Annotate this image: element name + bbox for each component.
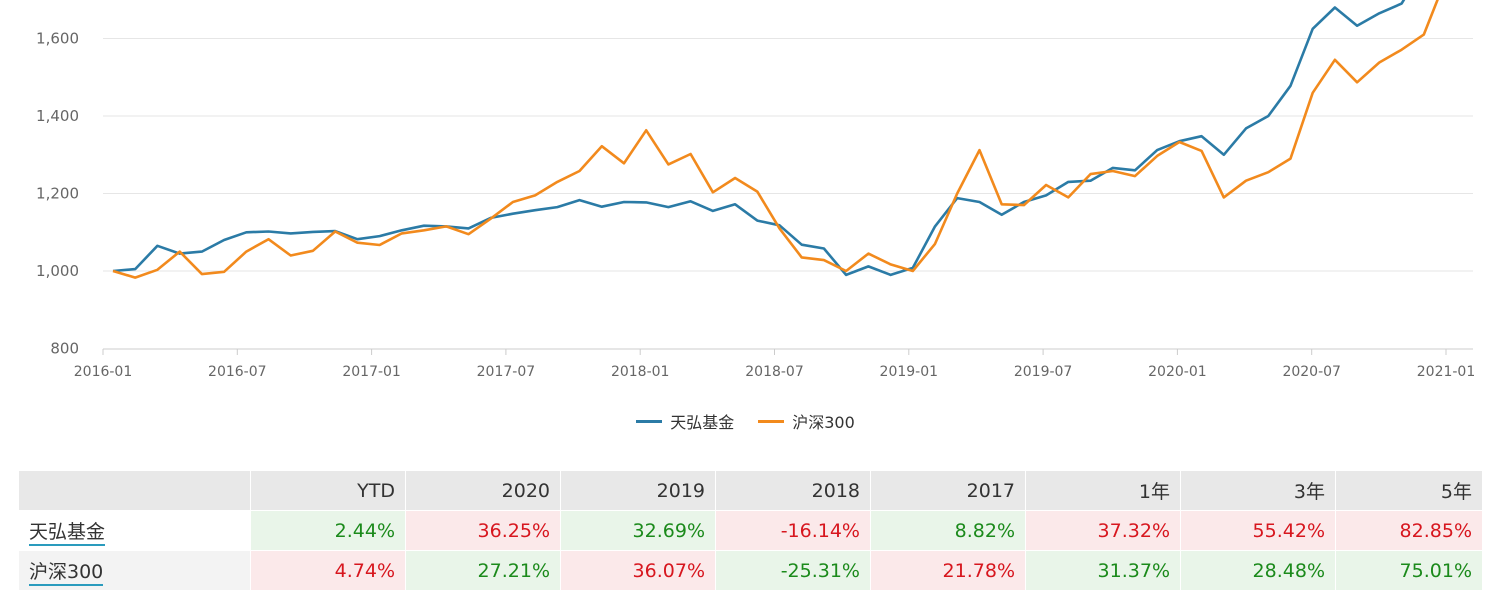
- value-cell: 27.21%: [405, 550, 561, 591]
- series-lines: [112, 0, 1439, 279]
- table-row: 天弘基金 2.44% 36.25% 32.69% -16.14% 8.82% 3…: [18, 510, 1483, 551]
- y-tick-label: 1,000: [36, 262, 79, 280]
- header-cell-2020: 2020: [405, 470, 561, 511]
- legend-swatch-hs300: [758, 419, 785, 423]
- legend-swatch-tianhong: [636, 419, 663, 423]
- grid-lines: [103, 38, 1473, 272]
- header-cell-ytd: YTD: [250, 470, 406, 511]
- series-line-0: [112, 0, 1406, 277]
- header-cell-1y: 1年: [1025, 470, 1181, 511]
- value-cell: -16.14%: [715, 510, 871, 551]
- value-cell: 31.37%: [1025, 550, 1181, 591]
- x-tick-label: 2018-07: [745, 364, 804, 380]
- value-cell: 82.85%: [1335, 510, 1483, 551]
- legend-label-tianhong: 天弘基金: [670, 413, 735, 432]
- row-name-link[interactable]: 沪深300: [29, 561, 104, 586]
- legend-label-hs300: 沪深300: [792, 413, 855, 432]
- value-cell: 4.74%: [250, 550, 406, 591]
- value-cell: -25.31%: [715, 550, 871, 591]
- header-cell-2018: 2018: [715, 470, 871, 511]
- x-tick-label: 2016-07: [208, 364, 267, 380]
- row-name-link[interactable]: 天弘基金: [29, 521, 106, 546]
- y-tick-label: 1,600: [36, 30, 79, 48]
- legend-item-hs300[interactable]: 沪深300: [758, 409, 855, 433]
- x-axis-ticks: 2016-01 2016-07 2017-01 2017-07 2018-01 2018-…: [74, 349, 1476, 380]
- value-cell: 32.69%: [560, 510, 716, 551]
- x-tick-label: 2019-07: [1014, 364, 1073, 380]
- x-tick-label: 2017-01: [342, 364, 401, 380]
- y-tick-label: 1,200: [36, 185, 79, 203]
- y-tick-label: 1,400: [36, 107, 79, 125]
- value-cell: 2.44%: [250, 510, 406, 551]
- x-tick-label: 2021-01: [1417, 364, 1476, 380]
- x-tick-label: 2017-07: [477, 364, 536, 380]
- value-cell: 36.07%: [560, 550, 716, 591]
- table-header-row: YTD 2020 2019 2018 2017 1年 3年 5年: [18, 470, 1483, 511]
- series-line-1: [112, 0, 1439, 279]
- row-name-cell[interactable]: 天弘基金: [18, 510, 251, 551]
- y-tick-label: 800: [50, 340, 79, 358]
- value-cell: 75.01%: [1335, 550, 1483, 591]
- x-tick-label: 2020-01: [1148, 364, 1207, 380]
- value-cell: 28.48%: [1180, 550, 1336, 591]
- value-cell: 21.78%: [870, 550, 1026, 591]
- header-cell-2017: 2017: [870, 470, 1026, 511]
- value-cell: 55.42%: [1180, 510, 1336, 551]
- value-cell: 36.25%: [405, 510, 561, 551]
- header-cell-name: [18, 470, 251, 511]
- header-cell-2019: 2019: [560, 470, 716, 511]
- header-cell-5y: 5年: [1335, 470, 1483, 511]
- value-cell: 8.82%: [870, 510, 1026, 551]
- table-row: 沪深300 4.74% 27.21% 36.07% -25.31% 21.78%…: [18, 550, 1483, 591]
- row-name-cell[interactable]: 沪深300: [18, 550, 251, 591]
- x-tick-label: 2016-01: [74, 364, 133, 380]
- x-tick-label: 2019-01: [880, 364, 939, 380]
- legend: 天弘基金 沪深300: [0, 408, 1491, 434]
- y-axis-ticks: 800 1,000 1,200 1,400 1,600: [36, 30, 79, 358]
- x-tick-label: 2018-01: [611, 364, 670, 380]
- value-cell: 37.32%: [1025, 510, 1181, 551]
- returns-table: YTD 2020 2019 2018 2017 1年 3年 5年 天弘基金 2.…: [18, 470, 1483, 591]
- header-cell-3y: 3年: [1180, 470, 1336, 511]
- x-tick-label: 2020-07: [1282, 364, 1341, 380]
- legend-item-tianhong[interactable]: 天弘基金: [636, 409, 734, 433]
